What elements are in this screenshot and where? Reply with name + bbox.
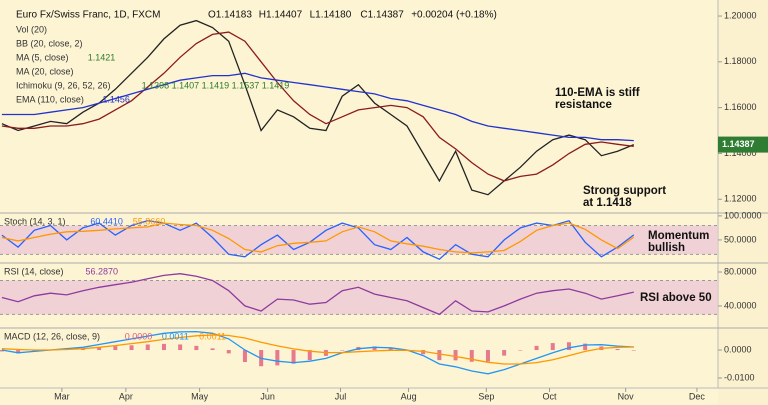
x-tick-label: Dec — [689, 391, 706, 401]
histogram-bar — [534, 345, 539, 351]
series-line — [1, 72, 634, 142]
quote-value: C1.14387 — [360, 10, 404, 21]
chart-title: Euro Fx/Swiss Franc, 1D, FXCM — [16, 10, 160, 21]
legend-value: 0.0011 — [199, 331, 226, 341]
histogram-bar — [388, 347, 393, 351]
histogram-bar — [16, 350, 21, 354]
quote-value: L1.14180 — [310, 10, 352, 21]
x-tick-label: Aug — [401, 391, 417, 401]
legend-entry: EMA (110, close) — [16, 94, 84, 104]
histogram-bar — [631, 350, 636, 351]
x-tick-label: Mar — [54, 391, 70, 401]
quote-value: O1.14183 — [208, 10, 252, 21]
histogram-bar — [161, 343, 166, 351]
histogram-bar — [340, 350, 345, 351]
quote-value: +0.00204 (+0.18%) — [411, 10, 497, 21]
legend-entry: BB (20, close, 2) — [16, 38, 83, 48]
legend-value: 0.0011 — [162, 331, 189, 341]
histogram-bar — [0, 350, 4, 352]
histogram-bar — [226, 350, 231, 354]
histogram-bar — [307, 350, 312, 361]
histogram-bar — [437, 350, 442, 361]
legend-value: 56.2870 — [86, 266, 119, 276]
histogram-bar — [469, 350, 474, 362]
band — [0, 225, 718, 255]
legend-value: 1.1398 1.1407 1.1419 1.1537 1.1419 — [142, 80, 290, 90]
histogram-bar — [485, 350, 490, 362]
y-tick-label: 80.0000 — [724, 266, 757, 276]
quote-value: H1.14407 — [259, 10, 303, 21]
histogram-bar — [583, 343, 588, 351]
last-price-tag — [718, 136, 768, 153]
histogram-bar — [97, 347, 102, 351]
annotation: bullish — [648, 242, 685, 254]
histogram-bar — [615, 348, 620, 351]
series-line — [1, 273, 634, 316]
histogram-bar — [518, 350, 523, 351]
price-axis-area — [718, 0, 768, 405]
y-tick-label: 1.14000 — [724, 148, 757, 158]
x-tick-label: Jun — [260, 391, 275, 401]
y-tick-label: 50.0000 — [724, 234, 757, 244]
histogram-bar — [178, 344, 183, 351]
annotation: resistance — [555, 99, 612, 111]
series-line — [1, 222, 635, 254]
annotation: Strong support — [583, 185, 666, 197]
annotation: RSI above 50 — [640, 292, 712, 304]
series-line — [1, 330, 634, 375]
pane-label: MACD (12, 26, close, 9) — [4, 331, 100, 341]
histogram-bar — [502, 350, 507, 356]
annotation: 110-EMA is stiff — [555, 87, 640, 99]
series-line — [1, 334, 634, 365]
histogram-bar — [129, 345, 134, 351]
histogram-bar — [80, 348, 85, 351]
y-tick-label: 1.16000 — [724, 102, 757, 112]
histogram-bar — [291, 350, 296, 364]
y-tick-label: 0.0000 — [724, 344, 752, 354]
histogram-bar — [372, 346, 377, 351]
annotation: at 1.1418 — [583, 197, 632, 209]
histogram-bar — [145, 344, 150, 351]
legend-value: 0.0000 — [125, 331, 153, 341]
legend-entry: Vol (20) — [16, 24, 47, 34]
x-tick-label: Jul — [335, 391, 347, 401]
histogram-bar — [453, 350, 458, 361]
legend-entry: MA (5, close) — [16, 52, 69, 62]
histogram-bar — [113, 346, 118, 351]
y-tick-label: 1.12000 — [724, 194, 757, 204]
y-tick-label: 1.20000 — [724, 10, 757, 20]
series-line — [1, 31, 634, 182]
legend-entry: Ichimoku (9, 26, 52, 26) — [16, 80, 111, 90]
legend-value: 60.4410 — [90, 216, 123, 226]
y-tick-label: -0.0100 — [724, 372, 755, 382]
last-price-label: 1.14387 — [722, 139, 755, 149]
pane-label: RSI (14, close) — [4, 266, 64, 276]
histogram-bar — [275, 350, 280, 366]
y-tick-label: 1.18000 — [724, 56, 757, 66]
legend-entry: MA (20, close) — [16, 66, 74, 76]
legend-value: 1.1421 — [88, 52, 116, 62]
x-tick-label: Sep — [478, 391, 494, 401]
y-tick-label: 100.0000 — [724, 210, 762, 220]
price-line — [1, 19, 635, 196]
legend-value: 1.1456 — [102, 94, 130, 104]
histogram-bar — [550, 343, 555, 351]
y-tick-label: 40.0000 — [724, 300, 757, 310]
x-tick-label: Nov — [618, 391, 635, 401]
histogram-bar — [210, 348, 215, 351]
x-tick-label: Oct — [543, 391, 558, 401]
pane-label: Stoch (14, 3, 1) — [4, 216, 66, 226]
histogram-bar — [242, 350, 247, 363]
x-tick-label: Apr — [119, 391, 133, 401]
x-tick-label: May — [191, 391, 209, 401]
annotation: Momentum — [648, 230, 709, 242]
histogram-bar — [566, 342, 571, 351]
histogram-bar — [421, 350, 426, 355]
legend-value: 55.8660 — [133, 216, 166, 226]
histogram-bar — [194, 345, 199, 351]
